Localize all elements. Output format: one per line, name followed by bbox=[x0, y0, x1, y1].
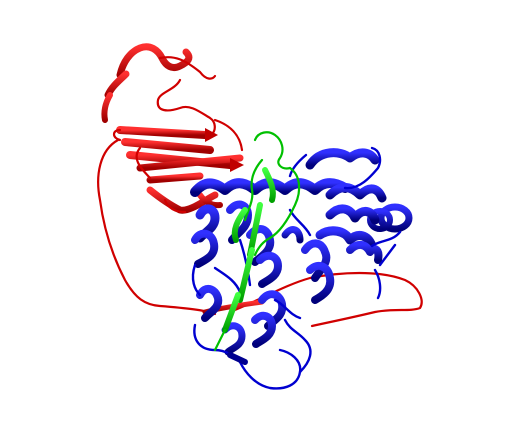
chain-blue bbox=[190, 146, 413, 390]
chain-green bbox=[213, 131, 301, 352]
chain-red bbox=[97, 43, 423, 328]
